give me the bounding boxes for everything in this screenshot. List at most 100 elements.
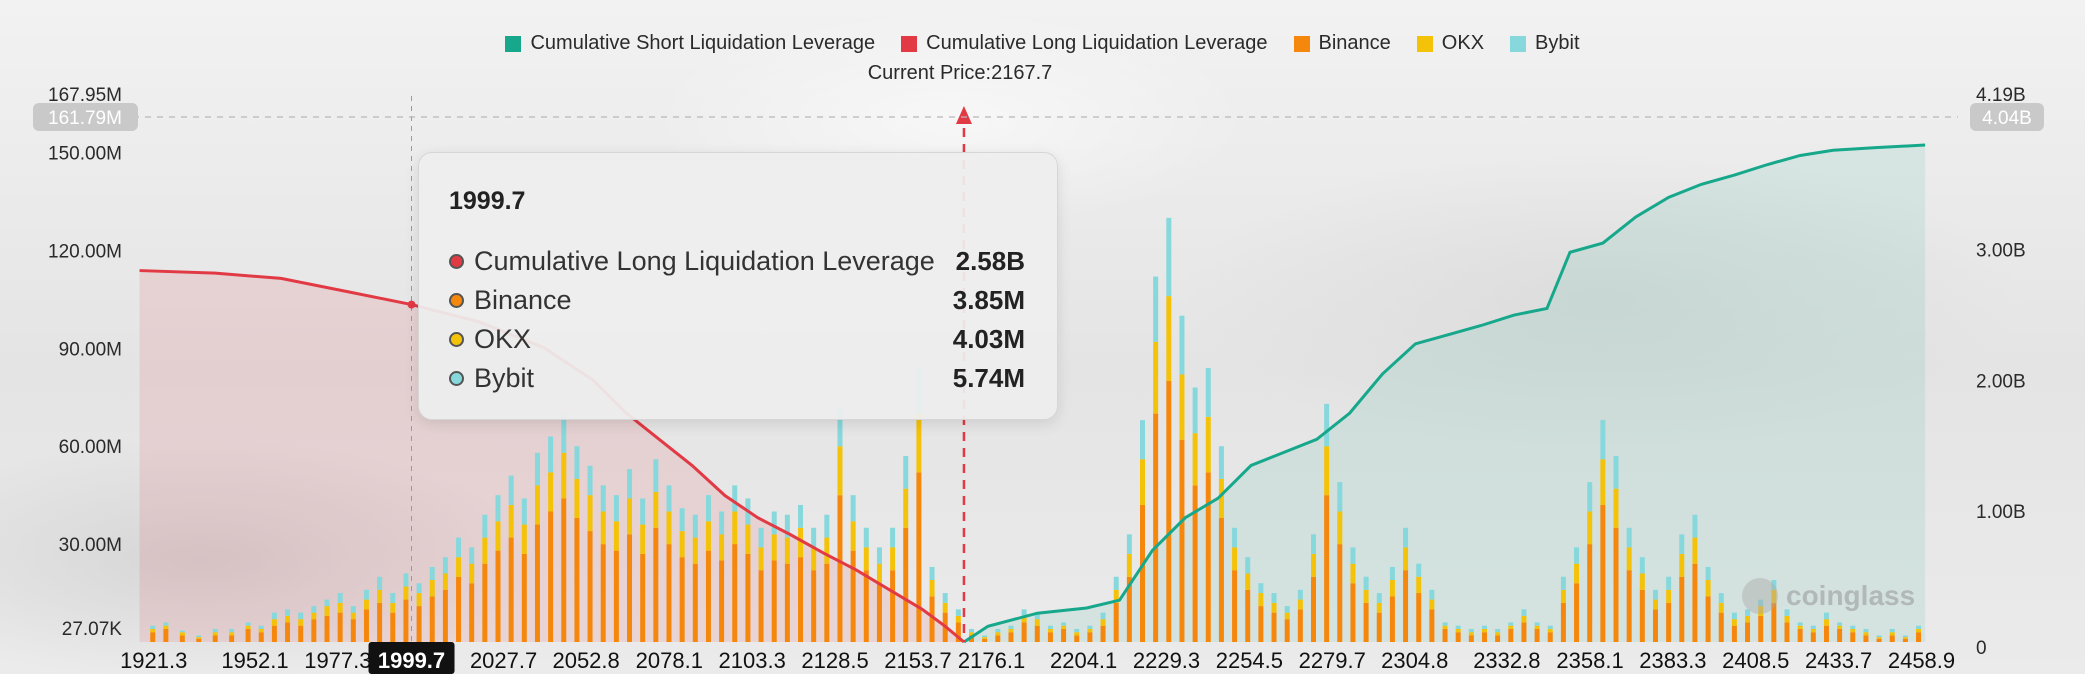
- bar-bybit: [1100, 612, 1106, 620]
- bar-binance: [837, 495, 843, 642]
- bar-bybit: [1534, 622, 1540, 626]
- bar-okx: [363, 599, 369, 610]
- bar-okx: [1679, 553, 1685, 577]
- bar-binance: [758, 570, 764, 642]
- bar-okx: [1074, 632, 1080, 636]
- bar-bybit: [850, 495, 856, 522]
- bar-binance: [456, 576, 462, 642]
- tooltip-dot: [449, 293, 464, 308]
- bar-binance: [890, 570, 896, 642]
- bar-bybit: [1850, 625, 1856, 629]
- bar-okx: [1495, 632, 1501, 636]
- bar-okx: [1876, 637, 1882, 639]
- bar-binance: [390, 612, 396, 642]
- x-tick-label: 2078.1: [636, 648, 703, 673]
- bar-okx: [1153, 341, 1159, 414]
- y-right-tick-label: 1.00B: [1976, 502, 2026, 523]
- bar-binance: [1876, 638, 1882, 642]
- bar-okx: [640, 524, 646, 554]
- legend-item[interactable]: Cumulative Long Liquidation Leverage: [901, 32, 1268, 55]
- bar-binance: [1823, 625, 1829, 642]
- legend-label: OKX: [1441, 32, 1485, 54]
- tooltip-series-name: Cumulative Long Liquidation Leverage: [474, 246, 935, 276]
- bar-binance: [548, 511, 554, 642]
- bar-bybit: [1771, 580, 1777, 590]
- bar-bybit: [1416, 563, 1422, 577]
- legend-swatch: [1416, 35, 1433, 52]
- bar-bybit: [798, 504, 804, 528]
- bar-binance: [311, 619, 317, 642]
- bar-okx: [1758, 606, 1764, 616]
- bar-okx: [377, 589, 383, 603]
- bar-okx: [916, 413, 922, 473]
- bar-okx: [1297, 599, 1303, 610]
- bar-binance: [824, 563, 830, 642]
- bar-binance: [1087, 632, 1093, 642]
- y-left-tick-label: 30.00M: [59, 535, 122, 556]
- bar-binance: [666, 544, 672, 642]
- bar-okx: [1113, 589, 1119, 603]
- bar-binance: [561, 498, 567, 642]
- bar-okx: [1692, 537, 1698, 564]
- bar-binance: [1442, 628, 1448, 642]
- bar-bybit: [863, 527, 869, 548]
- bar-okx: [271, 619, 277, 626]
- watermark-text: coinglass: [1786, 580, 1916, 611]
- bar-okx: [942, 602, 948, 613]
- bar-bybit: [876, 547, 882, 564]
- bar-binance: [1074, 635, 1080, 642]
- bar-okx: [627, 498, 633, 535]
- bar-binance: [1376, 612, 1382, 642]
- bar-okx: [1376, 602, 1382, 613]
- bar-okx: [850, 521, 856, 551]
- bar-bybit: [350, 606, 356, 613]
- legend-item[interactable]: Bybit: [1510, 32, 1580, 55]
- tooltip-series-value: 4.03M: [952, 324, 1025, 354]
- bar-okx: [771, 534, 777, 561]
- bar-binance: [903, 527, 909, 642]
- bar-binance: [1837, 628, 1843, 642]
- bar-okx: [534, 485, 540, 525]
- bar-okx: [692, 537, 698, 564]
- bar-binance: [1350, 583, 1356, 642]
- bar-binance: [640, 553, 646, 642]
- bar-bybit: [1468, 628, 1474, 633]
- bar-bybit: [1008, 625, 1014, 629]
- bar-bybit: [955, 609, 961, 616]
- bar-okx: [1363, 589, 1369, 603]
- bar-binance: [1166, 380, 1172, 642]
- bar-binance: [1192, 485, 1198, 642]
- bar-binance: [377, 602, 383, 642]
- bar-binance: [1403, 570, 1409, 642]
- y-left-tick-label: 27.07K: [62, 619, 123, 640]
- bar-binance: [1140, 504, 1146, 642]
- bar-okx: [1284, 612, 1290, 620]
- legend-swatch: [1293, 35, 1310, 52]
- bar-bybit: [1902, 635, 1908, 638]
- bar-binance: [613, 550, 619, 642]
- short-leverage-line: [963, 143, 1926, 644]
- bar-okx: [1100, 619, 1106, 626]
- bar-binance: [784, 563, 790, 642]
- legend-item[interactable]: Cumulative Short Liquidation Leverage: [505, 32, 875, 55]
- legend-item[interactable]: Binance: [1293, 32, 1391, 55]
- y-right-tick-label: 4.19B: [1976, 85, 2026, 106]
- bar-okx: [587, 495, 593, 532]
- bar-okx: [416, 593, 422, 607]
- bar-okx: [1008, 628, 1014, 633]
- bar-bybit: [1403, 527, 1409, 548]
- bar-okx: [229, 632, 235, 636]
- bar-bybit: [377, 576, 383, 590]
- bar-okx: [163, 625, 169, 629]
- bar-okx: [442, 573, 448, 590]
- bar-okx: [574, 478, 580, 519]
- bar-binance: [229, 635, 235, 642]
- bar-okx: [679, 531, 685, 558]
- y-left-tick-label: 60.00M: [59, 437, 122, 458]
- bar-okx: [1179, 374, 1185, 440]
- legend-item[interactable]: OKX: [1416, 32, 1485, 55]
- crosshair-left-value: 161.79M: [48, 108, 122, 129]
- bar-binance: [196, 638, 202, 642]
- bar-okx: [903, 488, 909, 528]
- bar-bybit: [1745, 609, 1751, 616]
